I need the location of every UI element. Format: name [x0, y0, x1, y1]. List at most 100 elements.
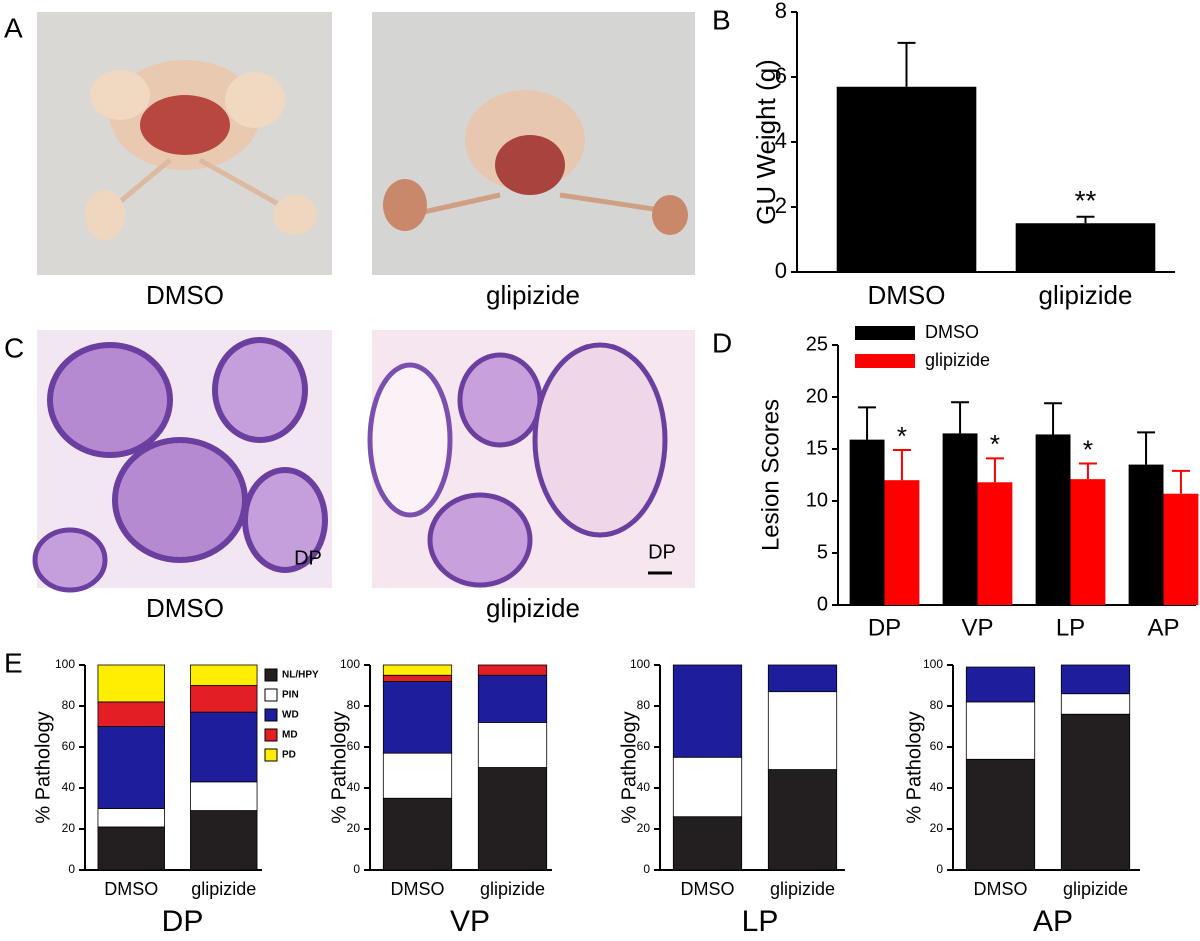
y-tick-label: 80	[347, 698, 361, 712]
legend-swatch	[264, 748, 278, 762]
y-tick-label: 20	[347, 821, 361, 835]
bar-segment	[965, 666, 1036, 703]
error-bar	[1076, 215, 1095, 224]
bar	[1035, 434, 1071, 605]
x-tick-label: DMSO	[868, 280, 946, 310]
bar-segment	[382, 674, 453, 682]
y-tick-label: 80	[637, 698, 651, 712]
error-bar	[951, 401, 970, 434]
y-tick-label: 5	[817, 541, 828, 563]
legend-label: PIN	[282, 690, 299, 701]
bar	[1015, 223, 1156, 272]
bar	[884, 480, 920, 605]
y-tick-label: 0	[68, 862, 75, 876]
legend-swatch	[264, 708, 278, 722]
y-tick-label: 80	[930, 698, 944, 712]
x-tick-label: DMSO	[681, 879, 735, 899]
y-tick-label: 60	[637, 739, 651, 753]
x-tick-label: LP	[1056, 614, 1085, 641]
error-bar	[1078, 462, 1097, 480]
y-axis-label: % Pathology	[618, 711, 640, 823]
bar-segment	[97, 701, 165, 727]
bar-segment	[767, 769, 838, 871]
bar	[849, 439, 885, 605]
bar-segment	[1060, 713, 1131, 871]
legend-label: DMSO	[925, 322, 979, 342]
x-axis-label: DP	[162, 905, 204, 938]
x-tick-label: DP	[868, 614, 901, 641]
photo-label: DMSO	[146, 593, 224, 623]
y-tick-label: 0	[936, 862, 943, 876]
legend-swatch	[264, 728, 278, 742]
bar-segment	[97, 826, 165, 871]
x-tick-label: glipizide	[191, 879, 256, 899]
significance: **	[1075, 185, 1097, 216]
y-tick-label: 0	[643, 862, 650, 876]
y-tick-label: 0	[817, 593, 828, 615]
significance: *	[897, 421, 907, 451]
bar	[1070, 479, 1106, 605]
x-axis-label: VP	[450, 905, 490, 938]
y-axis-label: % Pathology	[328, 711, 350, 823]
y-axis-label: Lesion Scores	[757, 399, 784, 551]
photo-label: glipizide	[486, 593, 580, 623]
y-tick-label: 0	[353, 862, 360, 876]
bar-segment	[1060, 664, 1131, 695]
x-tick-label: glipizide	[480, 879, 545, 899]
bar-segment	[767, 664, 838, 693]
region-label: DP	[648, 541, 676, 563]
y-tick-label: 0	[775, 258, 787, 283]
bar-segment	[97, 808, 165, 828]
bar-segment	[382, 797, 453, 871]
y-tick-label: 100	[340, 657, 360, 671]
error-bar	[985, 457, 1004, 483]
legend-swatch	[264, 668, 278, 682]
y-tick-label: 100	[923, 657, 943, 671]
legend-swatch	[855, 326, 915, 340]
error-bar	[1044, 402, 1063, 435]
legend-label: WD	[282, 710, 299, 721]
bar-segment	[477, 664, 548, 676]
bar-segment	[672, 816, 743, 871]
error-bar	[1171, 469, 1190, 494]
bar-segment	[190, 711, 258, 783]
bar-segment	[97, 664, 165, 703]
y-tick-label: 20	[637, 821, 651, 835]
y-tick-label: 2	[775, 193, 787, 218]
y-tick-label: 80	[62, 698, 76, 712]
y-tick-label: 60	[62, 739, 76, 753]
bar-segment	[190, 664, 258, 686]
legend-label: NL/HPY	[282, 670, 319, 681]
x-tick-label: glipizide	[1039, 280, 1133, 310]
y-tick-label: 4	[775, 128, 787, 153]
bar-segment	[672, 664, 743, 758]
panel-label: D	[712, 327, 732, 358]
y-tick-label: 20	[930, 821, 944, 835]
significance: *	[990, 429, 1000, 459]
y-tick-label: 10	[806, 489, 828, 511]
panel-label: A	[4, 12, 23, 43]
bar-segment	[190, 685, 258, 713]
histology-glipizide	[367, 330, 695, 588]
x-tick-label: AP	[1147, 614, 1179, 641]
x-axis-label: LP	[742, 905, 779, 938]
x-tick-label: VP	[961, 614, 993, 641]
bar-segment	[477, 674, 548, 723]
error-bar	[897, 41, 916, 87]
panel-label: C	[4, 332, 24, 363]
photo-label: DMSO	[146, 280, 224, 310]
error-bar	[858, 406, 877, 440]
bar-segment	[672, 756, 743, 818]
x-tick-label: DMSO	[391, 879, 445, 899]
bar	[1128, 464, 1164, 605]
legend-label: PD	[282, 750, 296, 761]
y-axis-label: % Pathology	[903, 711, 925, 823]
y-tick-label: 60	[930, 739, 944, 753]
y-tick-label: 6	[775, 63, 787, 88]
y-tick-label: 100	[55, 657, 75, 671]
y-tick-label: 40	[62, 780, 76, 794]
y-tick-label: 40	[930, 780, 944, 794]
bar-segment	[1060, 693, 1131, 715]
bar	[1163, 493, 1199, 605]
